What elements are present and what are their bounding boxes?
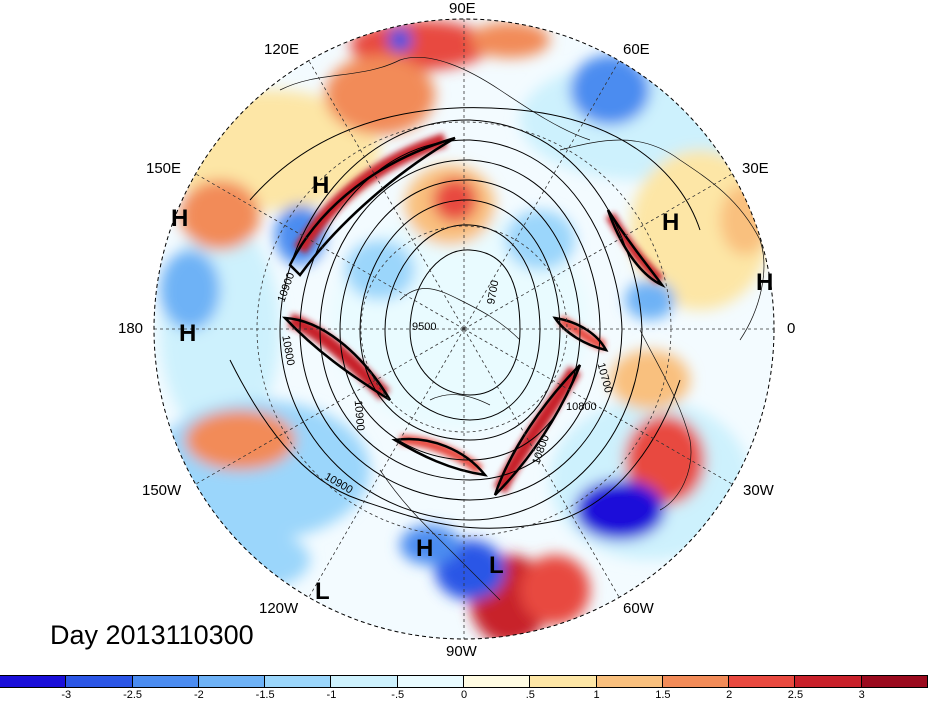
lon-label-0: 0 xyxy=(787,320,796,337)
colorbar-segment xyxy=(530,676,597,687)
lon-label-60w: 60W xyxy=(623,600,654,617)
lon-label-90w: 90W xyxy=(446,643,477,660)
lon-label-120w: 120W xyxy=(259,600,299,617)
lon-label-30e: 30E xyxy=(742,160,769,177)
contour-label: 9500 xyxy=(412,321,436,333)
colorbar-segment xyxy=(265,676,332,687)
colorbar-tick: -2 xyxy=(193,689,204,701)
lon-label-90e: 90E xyxy=(449,0,476,17)
high-center: H xyxy=(171,205,189,232)
high-center: H xyxy=(662,209,680,236)
colorbar-segment xyxy=(397,676,464,687)
map-boundary xyxy=(153,18,775,640)
colorbar-segment xyxy=(198,676,266,687)
colorbar-segment xyxy=(662,676,730,687)
colorbar-segment xyxy=(132,676,199,687)
lon-label-150w: 150W xyxy=(142,482,182,499)
lon-label-180: 180 xyxy=(118,320,144,337)
high-center: H xyxy=(312,172,330,199)
colorbar-tick-labels: -3 -2.5 -2 -1.5 -1 -.5 0 .5 1 1.5 2 2.5 3 xyxy=(0,689,928,702)
high-center: H xyxy=(416,535,434,562)
colorbar-tick: 1.5 xyxy=(655,689,671,701)
contour-label: 9700 xyxy=(485,279,501,305)
colorbar-tick: -2.5 xyxy=(123,689,143,701)
contour-label: 10800 xyxy=(566,401,597,413)
polar-map: 10900 10800 9500 9700 10700 10800 10800 … xyxy=(153,18,775,640)
colorbar-segment xyxy=(331,676,398,687)
colorbar-segment xyxy=(861,676,928,687)
colorbar-segment xyxy=(66,676,133,687)
colorbar-tick: .5 xyxy=(525,689,535,701)
colorbar-tick: 2.5 xyxy=(787,689,804,701)
colorbar-tick: 0 xyxy=(460,689,468,701)
high-center: H xyxy=(756,269,774,296)
colorbar-tick: -3 xyxy=(61,689,72,701)
contour-label: 10900 xyxy=(352,400,367,432)
colorbar-segment xyxy=(0,676,67,687)
coastlines xyxy=(279,56,765,601)
colorbar xyxy=(0,675,928,688)
low-center: L xyxy=(315,578,330,605)
colorbar-tick: -1.5 xyxy=(255,689,275,701)
lon-label-120e: 120E xyxy=(264,41,300,58)
colorbar-tick: -1 xyxy=(326,689,337,701)
colorbar-tick: 1 xyxy=(593,689,600,701)
high-center: H xyxy=(179,320,197,347)
colorbar-segment xyxy=(596,676,663,687)
lon-label-60e: 60E xyxy=(623,41,650,58)
graticule xyxy=(154,19,774,639)
lon-label-30w: 30W xyxy=(743,482,774,499)
contour-label: 10800 xyxy=(279,334,296,366)
colorbar-tick: 3 xyxy=(858,689,865,701)
lon-label-150e: 150E xyxy=(146,160,182,177)
date-title: Day 2013110300 xyxy=(50,620,254,650)
colorbar-segment xyxy=(463,676,531,687)
colorbar-tick: -.5 xyxy=(391,689,405,701)
low-center: L xyxy=(489,552,504,579)
colorbar-segment xyxy=(729,676,796,687)
colorbar-tick: 2 xyxy=(726,689,733,701)
colorbar-segment xyxy=(795,676,862,687)
jet-isotachs xyxy=(281,136,666,496)
